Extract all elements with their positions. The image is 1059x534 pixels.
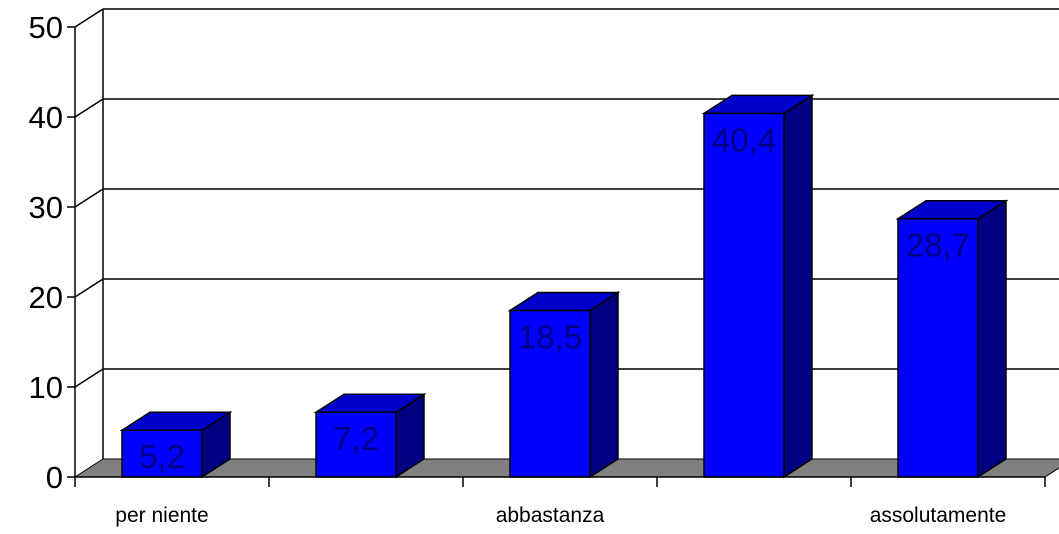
- x-category-label: assolutamente: [870, 504, 1007, 527]
- gridline-depth: [74, 278, 104, 298]
- bar: [507, 291, 621, 479]
- gridline-depth: [74, 8, 104, 28]
- y-tick-label: 20: [29, 280, 63, 315]
- x-category-label: per niente: [115, 504, 208, 527]
- bar-front: [509, 309, 591, 478]
- bar: [895, 199, 1009, 479]
- bar: [119, 410, 233, 479]
- bar: [313, 392, 427, 479]
- data-label: 7,2: [333, 420, 379, 457]
- data-label: 18,5: [518, 319, 582, 356]
- y-tick-label: 0: [46, 460, 63, 495]
- bars-layer: [119, 94, 1009, 479]
- gridline-depth: [74, 188, 104, 208]
- y-tick-label: 10: [29, 370, 63, 405]
- data-label: 40,4: [712, 121, 776, 158]
- bar-side: [589, 291, 619, 479]
- bar: [701, 94, 815, 479]
- bar-front: [121, 429, 203, 478]
- y-tick-label: 50: [29, 10, 63, 45]
- y-tick-label: 30: [29, 190, 63, 225]
- data-label: 5,2: [139, 438, 185, 475]
- bar-front: [703, 112, 785, 478]
- labels-layer: 5,2 per niente 7,2 18,5 abbastanza 40,4 28,7 as…: [115, 121, 1006, 527]
- gridline-depth: [74, 368, 104, 388]
- bar-front: [315, 411, 397, 478]
- gridline-depth: [74, 98, 104, 118]
- bar-side: [783, 94, 813, 479]
- x-category-label: abbastanza: [496, 504, 605, 527]
- data-label: 28,7: [906, 227, 970, 264]
- bar-front: [897, 217, 979, 478]
- y-tick-label: 40: [29, 100, 63, 135]
- bar-side: [977, 199, 1007, 479]
